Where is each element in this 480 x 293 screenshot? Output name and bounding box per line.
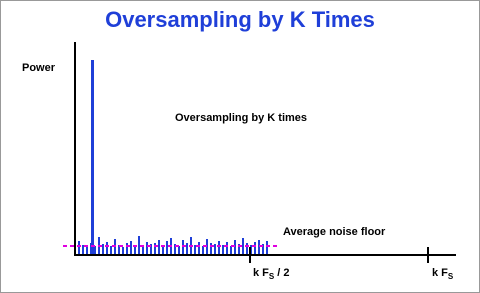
spectrum-bar — [126, 243, 128, 255]
spectrum-bar — [150, 244, 152, 255]
spectrum-bar — [226, 242, 228, 255]
tick-label: k FS — [432, 267, 454, 281]
spectrum-bar — [214, 244, 216, 255]
spectrum-bar — [122, 247, 124, 255]
spectrum-bar — [194, 245, 196, 255]
tick-suffix: / 2 — [274, 267, 289, 279]
spectrum-bar — [130, 241, 132, 255]
tick-label: k FS / 2 — [253, 267, 290, 281]
tick-text: k F — [432, 267, 448, 279]
spectrum-bar — [86, 247, 88, 255]
spectrum-bar — [178, 246, 180, 255]
spectrum-bar — [262, 244, 264, 255]
spectrum-bar — [266, 241, 268, 255]
spectrum-bar — [146, 242, 148, 255]
spectrum-bar — [106, 242, 108, 255]
tick-subscript: S — [448, 272, 454, 281]
spectrum-bar — [218, 241, 220, 255]
title: Oversampling by K Times — [105, 7, 375, 32]
spectrum-bar — [174, 244, 176, 255]
spectrum-bar — [246, 243, 248, 255]
spectrum-bar — [138, 236, 140, 255]
spectrum-bar — [234, 240, 236, 255]
spectrum-bar — [242, 238, 244, 255]
y-axis-label: Power — [22, 62, 56, 74]
spectrum-bar — [258, 240, 260, 255]
spectrum-bar — [91, 60, 94, 255]
spectrum-bar — [210, 243, 212, 255]
spectrum-bar — [186, 243, 188, 255]
spectrum-bar — [118, 245, 120, 255]
spectrum-bar — [158, 240, 160, 255]
annotation: Average noise floor — [283, 226, 386, 238]
tick-text: k F — [253, 267, 269, 279]
spectrum-bar — [142, 246, 144, 255]
spectrum-bar — [134, 245, 136, 255]
spectrum-bar — [110, 246, 112, 255]
spectrum-bar — [238, 244, 240, 255]
spectrum-bar — [102, 244, 104, 255]
spectrum-bar — [166, 241, 168, 255]
spectrum-bar — [198, 242, 200, 255]
spectrum-bar — [154, 243, 156, 255]
spectrum-bar — [230, 246, 232, 255]
annotation: Oversampling by K times — [175, 112, 307, 124]
tick-subscript: S — [269, 272, 275, 281]
spectrum-bar — [222, 245, 224, 255]
spectrum-bar — [202, 246, 204, 255]
spectrum-bar — [94, 246, 96, 255]
spectrum-bar — [182, 240, 184, 255]
spectrum-bar — [78, 241, 80, 255]
spectrum-bar — [82, 245, 84, 255]
spectrum-bar — [254, 242, 256, 255]
spectrum-bar — [162, 245, 164, 255]
